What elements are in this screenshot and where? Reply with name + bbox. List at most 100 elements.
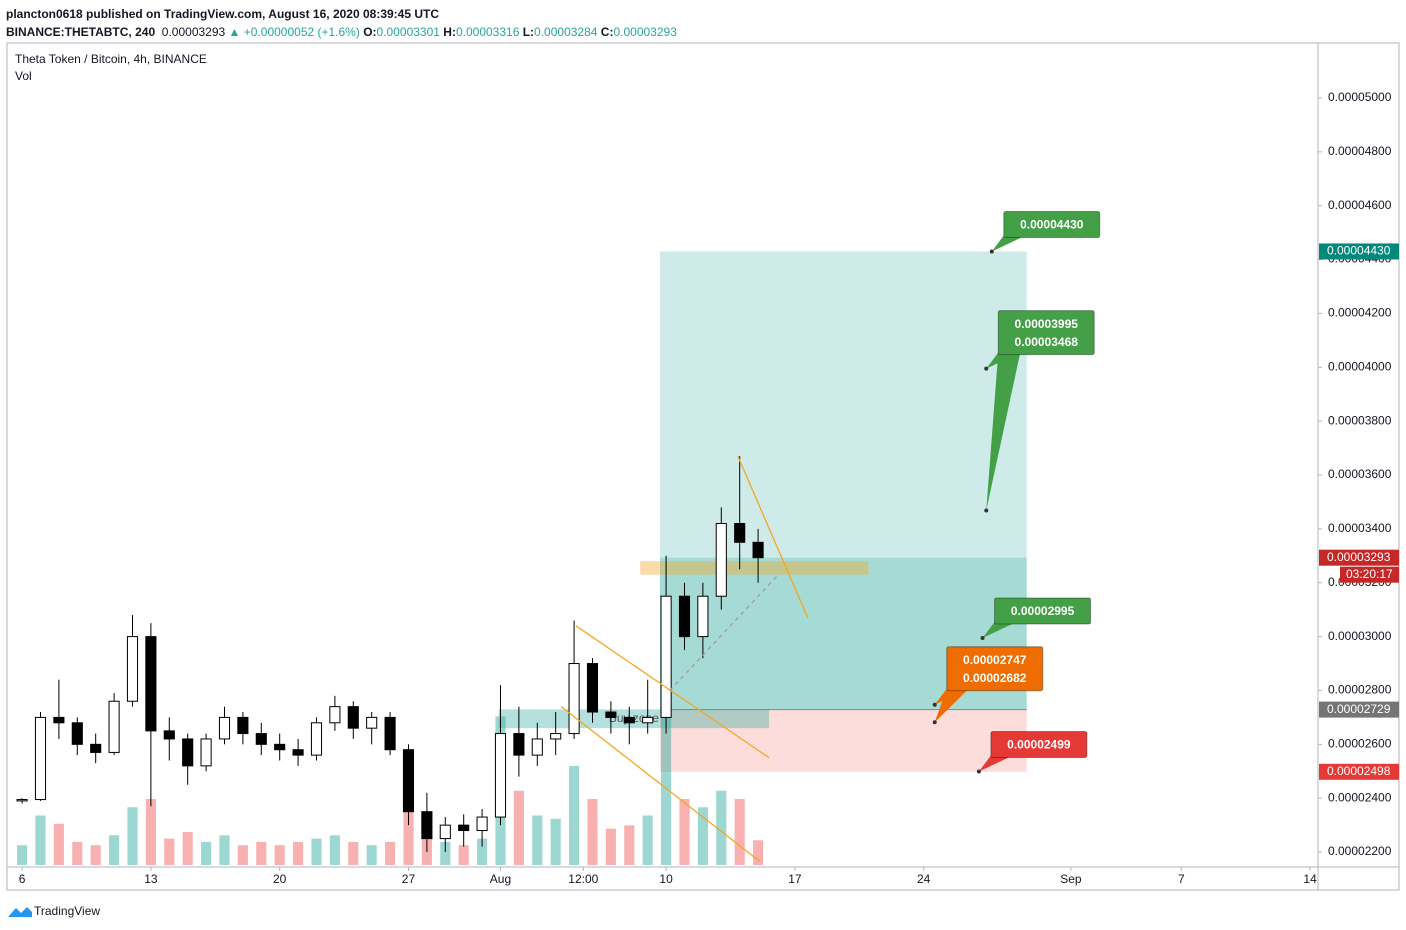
volume-bar (605, 828, 616, 865)
o: 0.00003301 (376, 25, 440, 39)
c: 0.00003293 (613, 25, 677, 39)
callout-pointer (986, 352, 1021, 511)
target-zone (660, 251, 1027, 710)
volume-bar (237, 845, 248, 865)
callout-point (980, 635, 985, 640)
callout-label: 0.00002995 (1011, 604, 1075, 618)
volume-bar (72, 841, 83, 865)
candle-body (402, 749, 415, 813)
volume-bar (145, 799, 156, 865)
y-tick-label: 0.00004200 (1328, 306, 1392, 320)
h: 0.00003316 (455, 25, 520, 39)
candle-body (126, 636, 139, 702)
publisher: plancton0618 published on TradingView.co… (6, 7, 440, 21)
x-tick-label: 20 (273, 872, 287, 886)
candle-body (292, 749, 304, 756)
callout-label: 0.00004430 (1020, 218, 1084, 232)
price-badge-label: 0.00004430 (1327, 244, 1391, 258)
volume-bar (366, 845, 377, 865)
x-tick-label: 7 (1178, 872, 1185, 886)
candle-body (494, 733, 507, 818)
candle-body (568, 663, 580, 735)
frame (6, 42, 1400, 891)
callout-point (976, 769, 981, 774)
header: plancton0618 published on TradingView.co… (6, 5, 677, 41)
candle-body (697, 595, 709, 638)
trend-line (737, 455, 809, 619)
volume-bar (734, 799, 745, 865)
candle-body (513, 733, 525, 756)
c-label: C: (600, 25, 614, 39)
logo: TradingView (8, 904, 100, 918)
callout-box (946, 646, 1044, 692)
price-badge-label: 0.00002498 (1327, 764, 1391, 778)
price-badge (1319, 549, 1399, 566)
candle-body (182, 738, 194, 767)
volume-bar (403, 807, 414, 865)
volume-bar (385, 841, 396, 865)
volume-bar (17, 845, 28, 865)
callout-pointer (991, 235, 1026, 252)
volume-bar (201, 841, 212, 865)
callout-box (1003, 210, 1101, 238)
callout-box (997, 310, 1095, 356)
candle-body (623, 716, 635, 724)
volume-bar (293, 841, 304, 865)
chart-title: Theta Token / Bitcoin, 4h, BINANCE (15, 52, 207, 66)
x-tick-label: Aug (490, 872, 511, 886)
volume-bar (182, 832, 193, 865)
candle-body (384, 716, 396, 751)
candle-body (642, 716, 654, 724)
candle-body (531, 738, 543, 756)
y-tick-label: 0.00003400 (1328, 521, 1392, 535)
candle-body (274, 743, 286, 751)
symbol: BINANCE:THETABTC, 240 (6, 25, 156, 39)
o-label: O: (363, 25, 377, 39)
volume-bar (550, 818, 561, 865)
x-tick-label: Sep (1060, 872, 1082, 886)
y-tick-label: 0.00002600 (1328, 737, 1392, 751)
candle-body (678, 595, 691, 638)
callout-pointer (934, 688, 969, 723)
price-badge (1319, 243, 1399, 260)
volume-bar (311, 838, 322, 865)
x-tick-label: 6 (19, 872, 26, 886)
y-tick-label: 0.00002800 (1328, 683, 1392, 697)
callout-point (932, 702, 937, 707)
volume-bar (256, 841, 267, 865)
countdown: 03:20:17 (1346, 567, 1393, 581)
candle-body (255, 733, 267, 745)
volume-bar (90, 845, 101, 865)
x-tick-label: 13 (144, 872, 158, 886)
volume-bar (532, 815, 543, 865)
volume-bar (661, 700, 672, 865)
candle-body (237, 716, 249, 735)
volume-bar (569, 766, 580, 865)
l: 0.00003284 (534, 25, 598, 39)
volume-bar (624, 825, 635, 865)
y-tick-label: 0.00005000 (1328, 90, 1392, 104)
zone (640, 561, 869, 575)
volume-bar (679, 799, 690, 865)
candle-body (715, 522, 727, 597)
volume-bar (329, 835, 340, 865)
candle-body (145, 636, 157, 732)
y-tick-label: 0.00002200 (1328, 844, 1392, 858)
candle-body (550, 733, 562, 740)
stop-zone (660, 709, 1027, 772)
price-badge-label: 0.00002729 (1327, 702, 1391, 716)
candle-body (163, 730, 175, 740)
candle-body (476, 816, 488, 832)
trend-line (560, 706, 761, 863)
callout-point (989, 249, 994, 254)
volume-bar (458, 845, 469, 865)
candle-body (34, 716, 47, 801)
candle-body (439, 824, 451, 840)
x-tick-label: 17 (788, 872, 802, 886)
callout-label: 0.00003468 (1015, 335, 1079, 349)
trend-line (669, 574, 779, 691)
volume-bar (109, 835, 120, 865)
x-tick-label: 10 (659, 872, 673, 886)
candle-body (458, 824, 470, 832)
